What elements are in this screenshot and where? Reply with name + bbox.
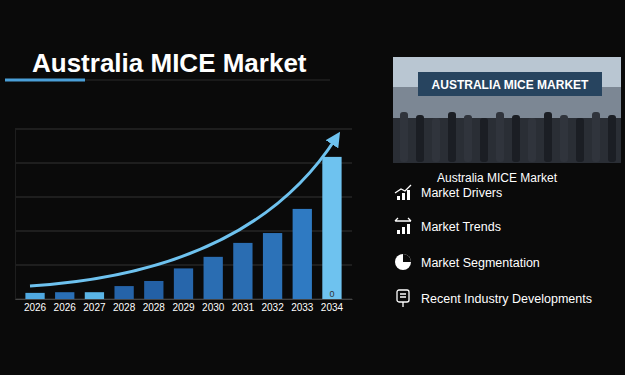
photo-person [432,118,440,162]
photo-person [512,115,520,162]
y-axis-line [15,130,16,300]
annotation: 0 [329,289,334,299]
list-icon [397,290,409,307]
list-item: Market Trends [395,218,501,234]
x-tick-label: 2028 [113,302,136,313]
x-tick-label: 2033 [291,302,314,313]
photo-person [544,112,552,162]
title: Australia MICE Market [32,48,307,78]
list-item: Market Drivers [395,185,502,200]
x-tick: 2028 [113,299,136,313]
icon-line [395,185,411,193]
x-tick-label: 2026 [24,302,47,313]
x-tick: 2027 [83,299,106,313]
x-tick-label: 2032 [261,302,284,313]
x-tick: 2026 [24,299,47,313]
title-rule [85,80,330,81]
x-tick-label: 2031 [232,302,255,313]
bar [55,292,74,299]
x-axis-line [16,299,353,300]
background [0,0,625,375]
photo-person [448,112,456,162]
list-icon [395,218,411,234]
bar [204,257,223,299]
x-tick: 2032 [261,299,284,313]
panel-caption: Australia MICE Market [437,171,558,185]
photo-person [496,112,504,162]
photo-person [480,118,488,162]
photo-person [400,112,408,162]
chart-svg: Australia MICE Market2026202620272028202… [0,0,625,375]
x-tick: 2029 [172,299,195,313]
icon-bar [407,190,410,200]
x-tick-label: 2029 [172,302,195,313]
list-icon [395,254,411,270]
photo-person [592,112,600,162]
bar [263,233,282,299]
photo-person [464,115,472,162]
x-tick: 2034 [321,299,344,313]
icon-doc [397,290,409,302]
x-tick: 2031 [232,299,255,313]
y-axis [15,130,17,300]
list-item-text: Market Drivers [421,186,502,200]
bar [233,243,252,299]
bar [293,209,312,299]
icon-bar [402,227,405,234]
list-item-text: Market Segmentation [421,256,540,270]
x-tick-label: 2026 [54,302,77,313]
list-item-text: Market Trends [421,220,501,234]
x-tick-label: 2027 [83,302,106,313]
icon-bar [407,224,410,234]
photo-person [416,115,424,162]
bar [85,292,104,299]
grid-line [15,129,352,130]
x-tick-label: 2028 [143,302,166,313]
photo-person [560,115,568,162]
photo-person [608,115,616,162]
photo-crowd [393,118,621,163]
x-tick: 2033 [291,299,314,313]
bar [114,286,133,299]
photo-banner-text: AUSTRALIA MICE MARKET [432,78,590,92]
bars [25,157,341,299]
x-tick: 2030 [202,299,225,313]
icon-bar [402,193,405,200]
list-item-text: Recent Industry Developments [421,292,592,306]
x-tick: 2028 [143,299,166,313]
x-tick-label: 2034 [321,302,344,313]
list-icon [395,185,411,200]
x-axis: 2026 2026 2027 2028 2028 2029 2030 2031 2032 2033… [16,299,353,313]
bar [322,157,341,299]
trend-arrow [30,138,336,286]
list-item: Recent Industry Developments [397,290,592,307]
photo-person [576,118,584,162]
photo: AUSTRALIA MICE MARKET [393,57,621,163]
icon-line [395,218,411,221]
x-tick: 2026 [54,299,77,313]
photo-bg [393,57,621,163]
bar [144,281,163,299]
icon-pie [395,254,411,270]
icon-bar [397,196,400,200]
bar [25,293,44,299]
photo-banner [418,72,602,96]
icon-doc-lines [400,294,406,307]
icon-bar [397,230,400,234]
title-underline [5,79,85,82]
list-item: Market Segmentation [395,254,540,270]
grid-line [15,197,352,198]
bar [174,268,193,299]
x-tick-label: 2030 [202,302,225,313]
icon-pie-slice [403,254,411,262]
photo-person [528,118,536,162]
grid [15,129,352,299]
grid-line [15,163,352,164]
